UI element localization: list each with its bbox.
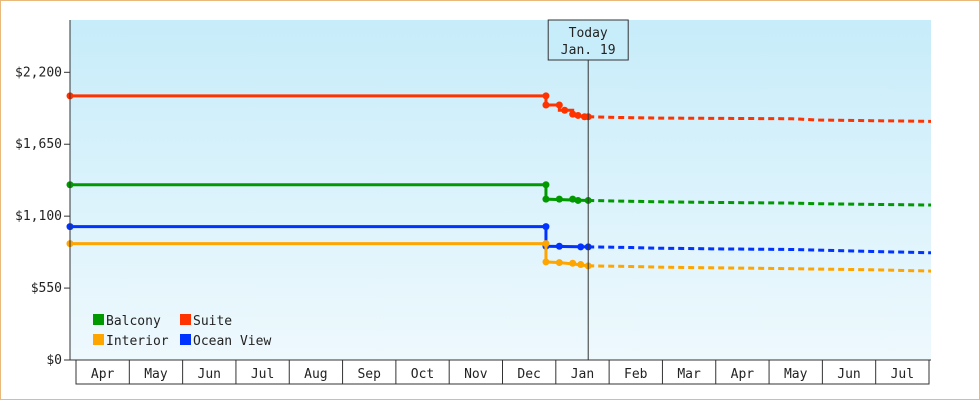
legend-swatch-ocean-view <box>180 334 191 345</box>
month-label: May <box>144 367 168 382</box>
month-label: Jun <box>198 367 221 382</box>
suite-price-point <box>555 101 563 109</box>
y-tick-label: $1,100 <box>15 209 62 224</box>
ocean-view-price-point <box>577 243 585 251</box>
suite-price-point <box>542 101 550 109</box>
interior-price-point <box>542 258 550 266</box>
month-label: Jun <box>837 367 860 382</box>
balcony-price-point <box>574 196 582 204</box>
balcony-price-point <box>542 181 550 189</box>
month-label: Jul <box>891 367 914 382</box>
month-label: Mar <box>677 367 701 382</box>
month-label: Apr <box>731 367 755 382</box>
legend-label-suite: Suite <box>193 314 232 329</box>
balcony-price-point <box>569 195 577 203</box>
interior-price-point <box>577 261 585 269</box>
legend-swatch-interior <box>93 334 104 345</box>
y-tick-label: $0 <box>46 353 62 368</box>
today-date: Jan. 19 <box>561 43 616 58</box>
month-label: Aug <box>304 367 327 382</box>
forecast-lines <box>588 115 932 273</box>
month-label: May <box>784 367 808 382</box>
suite-price-point <box>561 106 569 114</box>
legend-swatch-balcony <box>93 314 104 325</box>
y-tick-label: $1,650 <box>15 137 62 152</box>
today-box <box>547 19 629 61</box>
actual-price-lines <box>66 92 592 270</box>
ocean-view-price-point <box>555 242 563 250</box>
plot-background <box>70 20 931 360</box>
balcony-price-point <box>542 195 550 203</box>
legend-label-ocean-view: Ocean View <box>193 334 271 349</box>
month-label: Oct <box>411 367 434 382</box>
y-tick-label: $2,200 <box>15 65 62 80</box>
month-label: Sep <box>357 367 381 382</box>
today-label: Today <box>569 26 608 41</box>
month-label: Apr <box>91 367 115 382</box>
month-label: Feb <box>624 367 648 382</box>
balcony-price-line <box>70 183 589 202</box>
axes: $0 $550 $1,100 $1,650 $2,200 Apr May Jun Jul Aug S… <box>15 20 931 385</box>
ocean-view-forecast-line <box>588 245 932 255</box>
month-label: Jan <box>571 367 594 382</box>
legend-swatch-suite <box>180 314 191 325</box>
interior-price-point <box>542 240 550 248</box>
balcony-price-point <box>555 195 563 203</box>
legend-label-balcony: Balcony <box>106 314 161 329</box>
interior-forecast-line <box>588 264 932 273</box>
legend: Balcony Suite Interior Ocean View <box>93 314 271 349</box>
interior-price-point <box>555 259 563 267</box>
ocean-view-price-line <box>70 225 589 249</box>
interior-price-point <box>569 259 577 267</box>
legend-label-interior: Interior <box>106 334 169 349</box>
today-marker: Today Jan. 19 <box>547 19 629 360</box>
y-tick-label: $550 <box>31 281 62 296</box>
suite-price-point <box>574 111 582 119</box>
month-label: Dec <box>517 367 540 382</box>
month-label: Nov <box>464 367 488 382</box>
suite-price-point <box>542 92 550 100</box>
suite-forecast-line <box>588 115 932 123</box>
ocean-view-price-point <box>542 223 550 231</box>
balcony-forecast-line <box>588 198 932 207</box>
month-label: Jul <box>251 367 274 382</box>
suite-price-point <box>569 110 577 118</box>
